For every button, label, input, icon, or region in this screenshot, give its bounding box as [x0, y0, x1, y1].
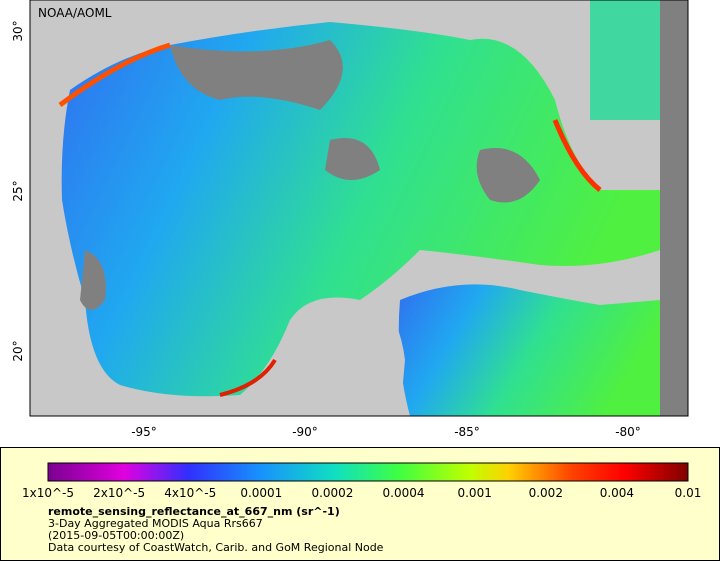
- lon-tick-label: -85°: [454, 425, 480, 439]
- lat-tick-label: 30°: [11, 20, 25, 41]
- colorbar-label: 0.01: [675, 486, 702, 500]
- caribbean-water: [398, 284, 660, 416]
- lat-tick-label: 25°: [11, 180, 25, 201]
- credit: Data courtesy of CoastWatch, Carib. and …: [48, 541, 384, 554]
- yucatan: [290, 300, 405, 416]
- lon-tick-label: -90°: [292, 425, 318, 439]
- colorbar-labels: 1x10^-5 2x10^-5 4x10^-5 0.0001 0.0002 0.0004 0…: [22, 486, 701, 500]
- no-data: [660, 0, 688, 416]
- map-border: [29, 0, 689, 417]
- colorbar-label: 2x10^-5: [93, 486, 145, 500]
- no-data: [325, 138, 380, 180]
- no-data: [80, 250, 106, 310]
- lat-tick-label: 20°: [11, 340, 25, 361]
- time: (2015-09-05T00:00:00Z): [48, 529, 184, 542]
- colorbar-label: 0.0001: [240, 486, 282, 500]
- coastal-high: [552, 119, 602, 192]
- colorbar-label: 0.004: [600, 486, 634, 500]
- colorbar-label: 0.002: [529, 486, 563, 500]
- colorbar-label: 1x10^-5: [22, 486, 74, 500]
- coastal-high: [58, 42, 171, 108]
- gulf-water: [61, 22, 660, 397]
- no-data: [476, 148, 540, 203]
- variable-name: remote_sensing_reflectance_at_667_nm (sr…: [48, 505, 340, 518]
- attribution: NOAA/AOML: [38, 6, 112, 20]
- lon-tick-label: -80°: [615, 425, 641, 439]
- cuba: [450, 259, 620, 300]
- colorbar-label: 0.001: [457, 486, 491, 500]
- colorbar-label: 0.0002: [311, 486, 353, 500]
- coastal-high: [219, 358, 277, 397]
- atlantic-water: [590, 0, 660, 120]
- colorbar: [47, 462, 689, 482]
- description: 3-Day Aggregated MODIS Aqua Rrs667: [48, 517, 263, 530]
- lon-tick-label: -95°: [131, 425, 157, 439]
- colorbar-label: 0.0004: [383, 486, 425, 500]
- colorbar-label: 4x10^-5: [164, 486, 216, 500]
- no-data: [170, 40, 343, 110]
